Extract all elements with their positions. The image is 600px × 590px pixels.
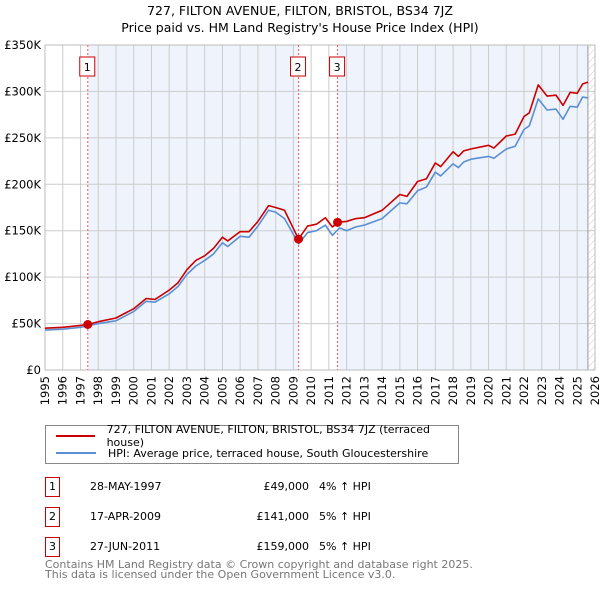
x-tick-label: 2017 <box>428 376 442 405</box>
shaded-ownership-period <box>87 45 299 370</box>
x-tick-label: 2022 <box>517 376 531 405</box>
sale-point <box>294 234 304 244</box>
x-tick-label: 2008 <box>269 376 283 405</box>
x-tick-label: 2015 <box>393 376 407 405</box>
x-tick-label: 2002 <box>162 376 176 405</box>
chart-subtitle: Price paid vs. HM Land Registry's House … <box>121 20 479 35</box>
x-tick-label: 1996 <box>56 376 70 405</box>
y-tick-label: £100K <box>4 270 41 284</box>
table-row: 2 17-APR-2009 £141,000 5% ↑ HPI <box>45 507 465 527</box>
shaded-ownership-period <box>337 45 588 370</box>
x-tick-label: 2006 <box>233 376 247 405</box>
forecast-hatch <box>587 45 595 370</box>
x-tick-label: 2016 <box>411 376 425 405</box>
legend: 727, FILTON AVENUE, FILTON, BRISTOL, BS3… <box>45 423 459 464</box>
price-chart: 1995 1996 1997 1998 1999 2000 2001 2002 2003 2004… <box>4 38 600 405</box>
sale-date: 17-APR-2009 <box>90 510 162 523</box>
x-tick-label: 2018 <box>446 376 460 405</box>
chart-title: 727, FILTON AVENUE, FILTON, BRISTOL, BS3… <box>147 3 453 18</box>
y-tick-label: £300K <box>4 84 41 98</box>
x-tick-label: 2026 <box>588 376 600 405</box>
y-tick-label: £200K <box>4 177 41 191</box>
hpi-line <box>44 96 589 331</box>
x-tick-label: 2020 <box>482 376 496 405</box>
sale-number-badge: 3 <box>45 537 60 557</box>
footer-line: This data is licensed under the Open Gov… <box>45 568 396 581</box>
sale-label-box <box>290 56 307 77</box>
sale-number-badge: 2 <box>45 507 60 527</box>
x-tick-label: 2019 <box>464 376 478 405</box>
sale-label: 3 <box>334 61 341 74</box>
x-tick-label: 2021 <box>499 376 513 405</box>
x-tick-label: 2025 <box>570 376 584 405</box>
legend-item-hpi: HPI: Average price, terraced house, Sout… <box>56 445 428 461</box>
x-tick-label: 2010 <box>304 376 318 405</box>
sale-price: £49,000 <box>263 480 310 493</box>
x-tick-label: 1997 <box>73 376 87 405</box>
x-tick-label: 1995 <box>38 376 52 405</box>
legend-label: HPI: Average price, terraced house, Sout… <box>108 446 429 460</box>
x-tick-label: 1998 <box>91 376 105 405</box>
table-row: 1 28-MAY-1997 £49,000 4% ↑ HPI <box>45 477 465 497</box>
footer: Contains HM Land Registry data © Crown c… <box>45 558 473 581</box>
sale-hpi: 5% ↑ HPI <box>319 510 371 523</box>
legend-item-property: 727, FILTON AVENUE, FILTON, BRISTOL, BS3… <box>56 423 458 449</box>
y-tick-label: £150K <box>4 224 41 238</box>
footer-line: Contains HM Land Registry data © Crown c… <box>45 558 473 571</box>
x-tick-label: 2009 <box>286 376 300 405</box>
x-tick-label: 2023 <box>535 376 549 405</box>
x-tick-label: 1999 <box>109 376 123 405</box>
sale-label: 2 <box>295 61 302 74</box>
sale-price: £141,000 <box>256 510 310 523</box>
sale-point <box>83 320 93 329</box>
plot-border <box>44 44 596 371</box>
sale-label-box <box>79 56 96 77</box>
table-row: 3 27-JUN-2011 £159,000 5% ↑ HPI <box>45 537 465 557</box>
x-tick-label: 2001 <box>144 376 158 405</box>
sale-label: 1 <box>84 61 91 74</box>
y-tick-label: £0 <box>26 363 41 377</box>
y-tick-label: £50K <box>12 317 42 331</box>
x-tick-label: 2014 <box>375 376 389 405</box>
sale-price: £159,000 <box>256 540 310 553</box>
x-tick-label: 2003 <box>180 376 194 405</box>
sale-date: 27-JUN-2011 <box>90 540 161 553</box>
x-tick-label: 2024 <box>553 376 567 405</box>
x-tick-label: 2013 <box>357 376 371 405</box>
blue-line-swatch <box>56 452 96 454</box>
sale-label-box <box>329 56 346 77</box>
sale-hpi: 5% ↑ HPI <box>319 540 371 553</box>
x-tick-label: 2011 <box>322 376 336 405</box>
sale-number-badge: 1 <box>45 477 60 497</box>
legend-label: 727, FILTON AVENUE, FILTON, BRISTOL, BS3… <box>106 423 430 449</box>
sale-hpi: 4% ↑ HPI <box>319 480 371 493</box>
y-tick-label: £350K <box>4 38 41 52</box>
x-tick-label: 2004 <box>198 376 212 405</box>
red-line-swatch <box>56 435 95 437</box>
sale-date: 28-MAY-1997 <box>90 480 162 493</box>
x-tick-label: 2007 <box>251 376 265 405</box>
y-tick-label: £250K <box>4 131 41 145</box>
sale-point <box>333 217 343 227</box>
x-tick-label: 2000 <box>127 376 141 405</box>
x-tick-label: 2005 <box>215 376 229 405</box>
x-tick-label: 2012 <box>340 376 354 405</box>
